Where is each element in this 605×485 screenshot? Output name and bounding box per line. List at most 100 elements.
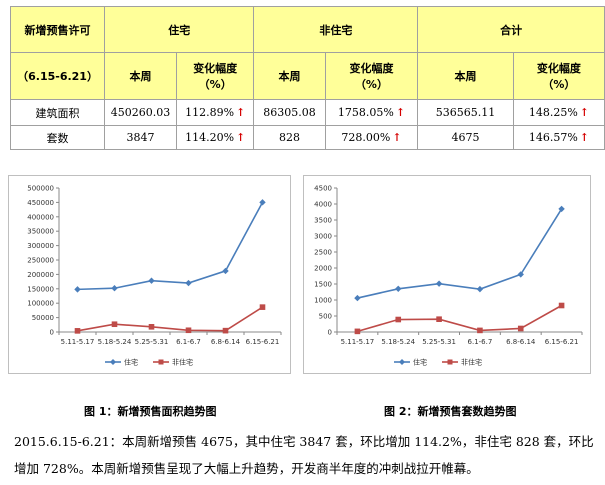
change-value: 114.20% [185, 131, 235, 144]
sub-header-week: 本周 [104, 52, 177, 100]
cell-change: 112.89% ↑ [175, 99, 255, 126]
x-tick-label: 6.8-6.14 [211, 338, 241, 346]
caption-figure-1: 图 1：新增预售面积趋势图 [84, 405, 217, 418]
data-point [185, 327, 192, 334]
sub-header-week: 本周 [417, 52, 514, 100]
data-point [476, 285, 484, 293]
x-tick-label: 5.18-5.24 [98, 338, 132, 346]
legend-marker [447, 359, 453, 365]
data-point [222, 327, 229, 334]
up-arrow-icon: ↑ [236, 106, 246, 119]
x-tick-label: 6.1-6.7 [468, 338, 493, 346]
cell-week: 536565.11 [417, 99, 514, 126]
row-label-area: 建筑面积 [9, 99, 106, 126]
x-tick-label: 6.1-6.7 [176, 338, 201, 346]
x-tick-label: 6.15-6.21 [246, 338, 280, 346]
legend-label: 住宅 [124, 358, 138, 367]
data-point [517, 325, 524, 332]
change-value: 112.89% [185, 106, 235, 119]
y-tick-label: 500 [319, 313, 332, 321]
y-tick-label: 2500 [314, 249, 332, 257]
chart-units-trend-svg: 0 500 1000 1500 2000 2500 3000 3500 4000 4500 5.11… [314, 185, 583, 367]
up-arrow-icon: ↑ [236, 131, 246, 144]
up-arrow-icon: ↑ [579, 106, 589, 119]
y-tick-label: 200000 [27, 271, 54, 279]
change-value: 146.57% [528, 131, 578, 144]
data-point [74, 286, 81, 293]
sub-header-change: 变化幅度 （%） [175, 52, 255, 100]
table-row-units: 套数 3847 114.20% ↑ 828 728.00% ↑ 4675 146.5… [9, 125, 605, 150]
data-point [259, 199, 266, 206]
data-point [111, 285, 118, 292]
data-point [354, 294, 361, 302]
y-tick-label: 0 [50, 329, 54, 337]
data-point [259, 304, 266, 310]
series-line-0 [357, 208, 563, 299]
cell-change: 1758.05% ↑ [324, 99, 419, 126]
y-tick-label: 4500 [314, 185, 332, 193]
chart-area-trend-svg: 0 50000 100000 150000 200000 250000 300000 3500… [27, 185, 282, 367]
change-value: 728.00% [341, 131, 391, 144]
y-tick-label: 450000 [27, 199, 54, 207]
legend-marker [110, 359, 116, 365]
sub-header-change: 变化幅度 （%） [324, 52, 419, 100]
legend-label: 非住宅 [172, 358, 193, 367]
row-label-units: 套数 [9, 125, 106, 150]
sub-header-change: 变化幅度 （%） [512, 52, 605, 100]
data-point [395, 285, 402, 292]
data-point [354, 328, 361, 335]
x-tick-label: 6.8-6.14 [506, 338, 536, 346]
data-point [395, 316, 402, 323]
x-tick-label: 5.25-5.31 [422, 338, 456, 346]
group-header-nonresidential: 非住宅 [253, 6, 419, 53]
group-header-residential: 住宅 [104, 6, 255, 53]
data-point [477, 327, 483, 334]
x-tick-label: 5.11-5.17 [61, 338, 95, 346]
sub-header-week: 本周 [253, 52, 326, 100]
data-point [517, 271, 524, 278]
chart-units-trend: 0 500 1000 1500 2000 2500 3000 3500 4000 4500 5.11… [303, 175, 591, 374]
change-label: 变化幅度 [193, 62, 238, 75]
data-point [436, 316, 442, 322]
legend-marker [158, 359, 164, 365]
y-tick-label: 0 [328, 329, 332, 337]
y-tick-label: 250000 [27, 257, 54, 265]
cell-change: 728.00% ↑ [324, 125, 419, 150]
caption-figure-2: 图 2：新增预售套数趋势图 [384, 405, 517, 418]
cell-week: 4675 [417, 125, 514, 150]
x-tick-label: 5.11-5.17 [341, 338, 375, 346]
y-tick-label: 350000 [27, 228, 54, 236]
change-value: 1758.05% [337, 106, 394, 119]
summary-paragraph: 2015.6.15-6.21：本周新增预售 4675，其中住宅 3847 套，环… [14, 434, 594, 476]
change-unit: （%） [542, 78, 576, 91]
date-range: （6.15-6.21） [9, 52, 106, 100]
y-tick-label: 1000 [314, 297, 332, 305]
x-tick-label: 5.18-5.24 [381, 338, 415, 346]
x-tick-label: 5.25-5.31 [135, 338, 169, 346]
data-point [74, 328, 81, 334]
up-arrow-icon: ↑ [395, 106, 406, 119]
cell-week: 450260.03 [104, 99, 177, 126]
series-line-1 [77, 306, 263, 332]
data-point [558, 302, 565, 309]
y-tick-label: 1500 [314, 281, 332, 289]
y-tick-label: 3000 [314, 233, 332, 241]
cell-change: 114.20% ↑ [175, 125, 255, 150]
legend-label: 非住宅 [461, 358, 482, 367]
y-tick-label: 400000 [27, 213, 54, 221]
y-tick-label: 2000 [314, 265, 332, 273]
y-tick-label: 3500 [314, 217, 332, 225]
change-label: 变化幅度 [536, 62, 581, 75]
data-point [148, 277, 155, 284]
y-tick-label: 150000 [27, 285, 54, 293]
data-point [222, 267, 229, 275]
x-tick-label: 6.15-6.21 [545, 338, 579, 346]
cell-week: 828 [253, 125, 326, 150]
group-header-total: 合计 [417, 6, 605, 53]
series-line-1 [357, 304, 562, 333]
legend-label: 住宅 [413, 358, 427, 367]
table-row-area: 建筑面积 450260.03 112.89% ↑ 86305.08 1758.05… [9, 99, 605, 126]
change-value: 148.25% [528, 106, 578, 119]
cell-week: 3847 [104, 125, 177, 150]
cell-change: 148.25% ↑ [512, 99, 605, 126]
